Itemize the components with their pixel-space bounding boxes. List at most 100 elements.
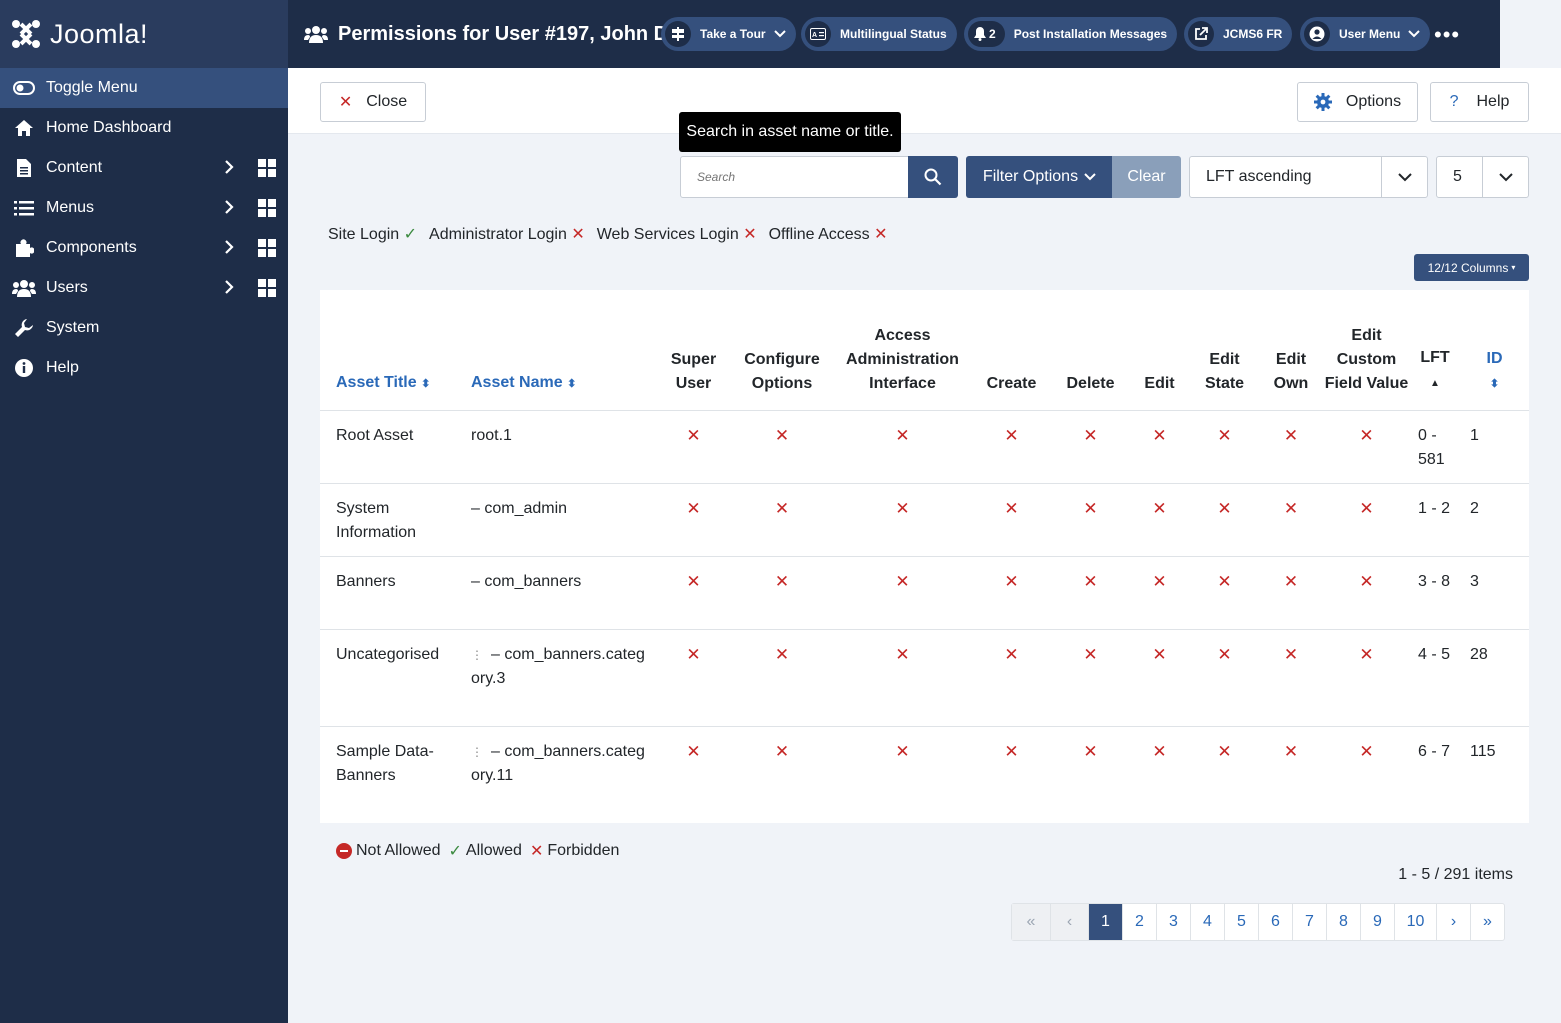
filter-options-button[interactable]: Filter Options bbox=[966, 156, 1113, 198]
forbidden-icon: ✕ bbox=[1129, 483, 1190, 557]
items-count: 1 - 5 / 291 items bbox=[1398, 866, 1513, 883]
forbidden-icon: ✕ bbox=[971, 556, 1052, 630]
forbidden-icon: ✕ bbox=[834, 410, 971, 484]
page-button[interactable]: 8 bbox=[1326, 904, 1360, 940]
forbidden-icon: ✕ bbox=[730, 410, 834, 484]
page-button[interactable]: 1 bbox=[1088, 904, 1122, 940]
forbidden-icon: ✕ bbox=[730, 483, 834, 557]
asset-name: – com_admin bbox=[471, 483, 657, 557]
ordering-select[interactable]: LFT ascending bbox=[1189, 156, 1428, 198]
wrench-icon bbox=[12, 318, 36, 338]
sidebar-item-users[interactable]: Users bbox=[0, 268, 288, 308]
puzzle-icon bbox=[12, 238, 36, 258]
next-page-button[interactable]: › bbox=[1436, 904, 1470, 940]
forbidden-icon: ✕ bbox=[657, 556, 730, 630]
header-label: Asset Title bbox=[336, 373, 417, 391]
forbidden-icon: ✕ bbox=[1052, 556, 1129, 630]
close-button[interactable]: ✕ Close bbox=[320, 82, 426, 122]
sidebar-item-content[interactable]: Content bbox=[0, 148, 288, 188]
more-menu-icon[interactable]: ••• bbox=[1434, 22, 1461, 47]
options-button[interactable]: Options bbox=[1297, 82, 1418, 122]
sort-asset-title[interactable]: Asset Title ⬍ bbox=[320, 290, 471, 411]
chevron-right-icon[interactable] bbox=[224, 279, 234, 300]
dashboard-grid-icon[interactable] bbox=[258, 239, 276, 262]
forbidden-icon: ✕ bbox=[1323, 483, 1410, 557]
forbidden-icon: ✕ bbox=[834, 483, 971, 557]
forbidden-icon: ✕ bbox=[1283, 741, 1299, 761]
multilingual-status-button[interactable]: A Multilingual Status bbox=[801, 17, 957, 51]
sidebar-item-home-dashboard[interactable]: Home Dashboard bbox=[0, 108, 288, 148]
brand-name: Joomla! bbox=[50, 18, 149, 49]
sort-lft[interactable]: LFT ▲ bbox=[1410, 290, 1460, 411]
dashboard-grid-icon[interactable] bbox=[258, 159, 276, 182]
search-button[interactable] bbox=[908, 156, 958, 198]
search-tooltip: Search in asset name or title. bbox=[679, 112, 901, 152]
page-button[interactable]: 7 bbox=[1292, 904, 1326, 940]
sidebar-item-menus[interactable]: Menus bbox=[0, 188, 288, 228]
page-button[interactable]: 9 bbox=[1360, 904, 1394, 940]
forbidden-icon: ✕ bbox=[1190, 556, 1259, 630]
search-input[interactable] bbox=[680, 156, 909, 198]
page-button[interactable]: 2 bbox=[1122, 904, 1156, 940]
sort-asset-name[interactable]: Asset Name ⬍ bbox=[471, 290, 657, 411]
user-menu-button[interactable]: User Menu bbox=[1300, 17, 1431, 51]
forbidden-icon: ✕ bbox=[971, 410, 1052, 484]
take-tour-button[interactable]: Take a Tour bbox=[661, 17, 796, 51]
page-button[interactable]: 6 bbox=[1258, 904, 1292, 940]
last-page-button[interactable]: » bbox=[1470, 904, 1504, 940]
site-link-button[interactable]: JCMS6 FR bbox=[1184, 17, 1293, 51]
sidebar: Joomla! Toggle Menu Home Dashboard Conte… bbox=[0, 0, 288, 1023]
forbidden-icon: ✕ bbox=[1259, 629, 1323, 727]
dashboard-grid-icon[interactable] bbox=[258, 199, 276, 222]
close-label: Close bbox=[366, 93, 408, 110]
table-row: Root Asset root.1 ✕ ✕ ✕ ✕ ✕ ✕ ✕ ✕ ✕ 0 - … bbox=[320, 410, 1529, 484]
header-edit: Edit bbox=[1129, 290, 1190, 411]
page-button[interactable]: 5 bbox=[1224, 904, 1258, 940]
post-installation-messages-button[interactable]: 2 Post Installation Messages bbox=[964, 17, 1178, 51]
forbidden-icon: ✕ bbox=[1323, 629, 1410, 727]
sort-id[interactable]: ID ⬍ bbox=[1460, 290, 1529, 411]
sidebar-item-toggle-menu[interactable]: Toggle Menu bbox=[0, 68, 288, 108]
toolbar: ✕ Close Options ? Help bbox=[288, 68, 1561, 134]
legend-label: Forbidden bbox=[547, 842, 620, 859]
svg-text:A: A bbox=[812, 32, 817, 39]
sidebar-item-system[interactable]: System bbox=[0, 308, 288, 348]
page-button[interactable]: 3 bbox=[1156, 904, 1190, 940]
cross-icon: ✕ bbox=[874, 226, 888, 243]
forbidden-icon: ✕ bbox=[1323, 410, 1410, 484]
table-row: System Information – com_admin ✕ ✕ ✕ ✕ ✕… bbox=[320, 483, 1529, 557]
forbidden-icon: ✕ bbox=[1004, 741, 1019, 761]
chevron-right-icon[interactable] bbox=[224, 199, 234, 220]
prev-page-button[interactable]: ‹ bbox=[1050, 904, 1088, 940]
chevron-right-icon[interactable] bbox=[224, 239, 234, 260]
tree-indent-icon: ⋮ bbox=[471, 647, 483, 662]
legend-not-allowed: Not Allowed bbox=[336, 842, 441, 860]
forbidden-icon: ✕ bbox=[1217, 741, 1232, 761]
table-row: Banners – com_banners ✕ ✕ ✕ ✕ ✕ ✕ ✕ ✕ ✕ … bbox=[320, 556, 1529, 630]
page-button[interactable]: 10 bbox=[1394, 904, 1436, 940]
page-button[interactable]: 4 bbox=[1190, 904, 1224, 940]
header-access-admin: Access Administration Interface bbox=[834, 290, 971, 411]
forbidden-icon: ✕ bbox=[1323, 556, 1410, 630]
minus-circle-icon bbox=[336, 843, 352, 859]
forbidden-icon: ✕ bbox=[971, 629, 1052, 727]
limit-select[interactable]: 5 bbox=[1436, 156, 1529, 198]
sidebar-item-help[interactable]: Help bbox=[0, 348, 288, 388]
header-edit-custom: Edit Custom Field Value bbox=[1323, 290, 1410, 411]
bell-icon: 2 bbox=[968, 21, 1005, 47]
clear-button[interactable]: Clear bbox=[1112, 156, 1181, 198]
forbidden-icon: ✕ bbox=[971, 483, 1052, 557]
take-tour-label: Take a Tour bbox=[700, 27, 766, 41]
forbidden-icon: ✕ bbox=[1259, 483, 1323, 557]
help-button[interactable]: ? Help bbox=[1430, 82, 1529, 122]
info-icon bbox=[12, 358, 36, 378]
first-page-button[interactable]: « bbox=[1012, 904, 1050, 940]
multilingual-label: Multilingual Status bbox=[840, 27, 947, 41]
sidebar-item-components[interactable]: Components bbox=[0, 228, 288, 268]
columns-toggle-button[interactable]: 12/12 Columns ▾ bbox=[1414, 254, 1529, 281]
sidebar-item-label: Toggle Menu bbox=[46, 79, 138, 96]
chevron-right-icon[interactable] bbox=[224, 159, 234, 180]
brand-logo[interactable]: Joomla! bbox=[0, 0, 288, 68]
cross-icon: ✕ bbox=[743, 226, 757, 243]
dashboard-grid-icon[interactable] bbox=[258, 279, 276, 302]
